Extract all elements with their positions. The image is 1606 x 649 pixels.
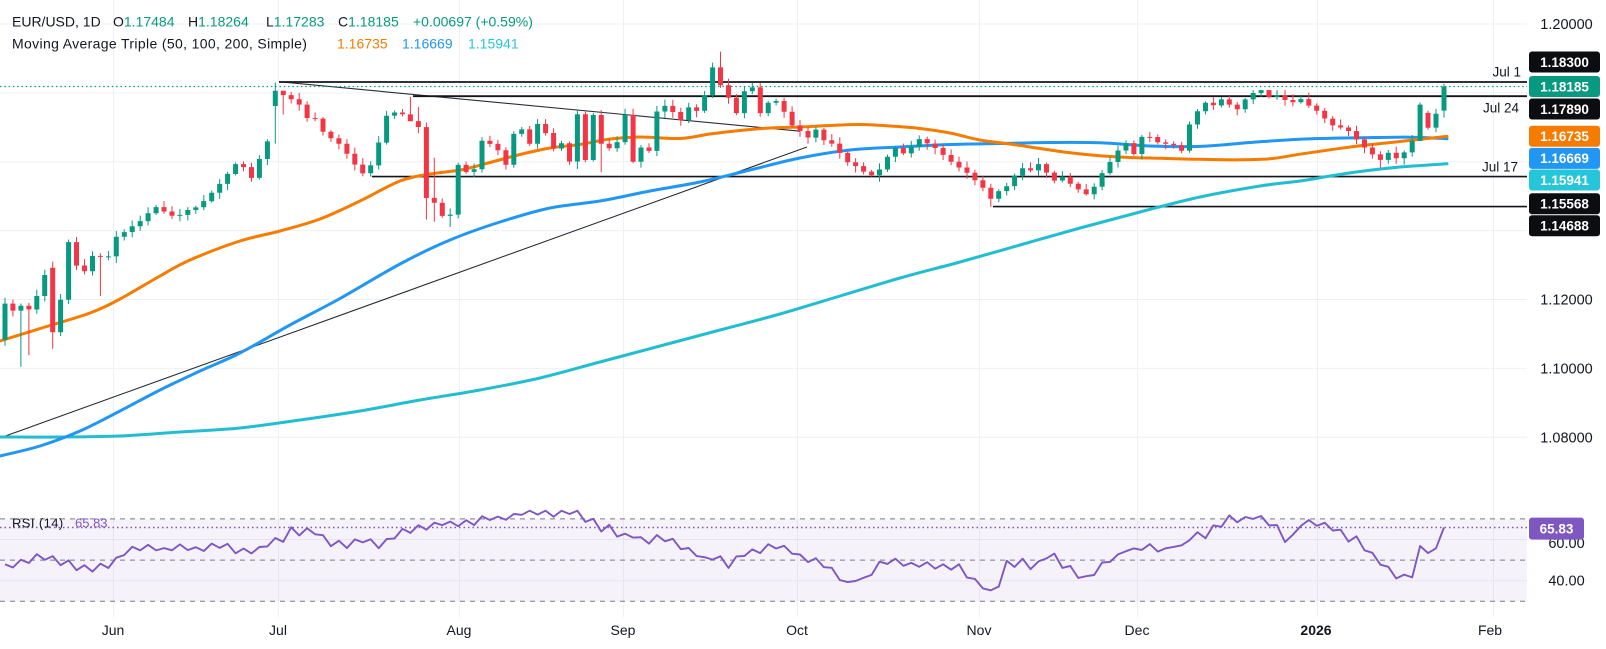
svg-text:2026: 2026: [1300, 622, 1331, 638]
svg-text:1.18300: 1.18300: [1540, 55, 1589, 70]
svg-text:Dec: Dec: [1125, 622, 1150, 638]
svg-text:40.00: 40.00: [1548, 574, 1584, 590]
svg-text:1.16735: 1.16735: [1540, 129, 1589, 144]
svg-text:Feb: Feb: [1478, 622, 1502, 638]
svg-text:Nov: Nov: [967, 622, 992, 638]
svg-text:H1.18264: H1.18264: [188, 14, 249, 30]
svg-text:L1.17283: L1.17283: [266, 14, 325, 30]
svg-text:Jul 24: Jul 24: [1483, 101, 1520, 116]
svg-text:1.17890: 1.17890: [1540, 102, 1589, 117]
svg-text:1.16735: 1.16735: [337, 36, 388, 52]
svg-text:1.20000: 1.20000: [1540, 17, 1592, 33]
svg-text:O1.17484: O1.17484: [113, 14, 175, 30]
svg-text:1.12000: 1.12000: [1540, 293, 1592, 309]
svg-text:Sep: Sep: [611, 622, 636, 638]
svg-text:1.16669: 1.16669: [1540, 151, 1589, 166]
svg-text:1.15941: 1.15941: [468, 36, 519, 52]
svg-text:Jun: Jun: [102, 622, 125, 638]
svg-text:Aug: Aug: [447, 622, 472, 638]
svg-text:Jul: Jul: [269, 622, 287, 638]
svg-text:65.83: 65.83: [75, 516, 108, 531]
svg-text:RSI (14): RSI (14): [12, 516, 64, 531]
svg-text:Oct: Oct: [786, 622, 808, 638]
svg-text:Jul 17: Jul 17: [1482, 160, 1518, 175]
svg-text:60.00: 60.00: [1548, 536, 1584, 552]
svg-text:1.14688: 1.14688: [1540, 219, 1589, 234]
svg-text:1.18185: 1.18185: [1540, 79, 1589, 94]
svg-text:1.10000: 1.10000: [1540, 361, 1592, 377]
svg-text:1.15941: 1.15941: [1540, 173, 1589, 188]
svg-text:+0.00697 (+0.59%): +0.00697 (+0.59%): [413, 14, 533, 30]
svg-text:Jul 1: Jul 1: [1492, 65, 1521, 80]
svg-text:1.16669: 1.16669: [402, 36, 453, 52]
svg-text:Moving Average Triple (50, 100: Moving Average Triple (50, 100, 200, Sim…: [12, 36, 307, 52]
svg-text:1.15568: 1.15568: [1540, 197, 1589, 212]
svg-text:EUR/USD, 1D: EUR/USD, 1D: [12, 14, 101, 30]
svg-text:65.83: 65.83: [1540, 521, 1574, 536]
svg-text:C1.18185: C1.18185: [338, 14, 399, 30]
svg-text:1.08000: 1.08000: [1540, 430, 1592, 446]
